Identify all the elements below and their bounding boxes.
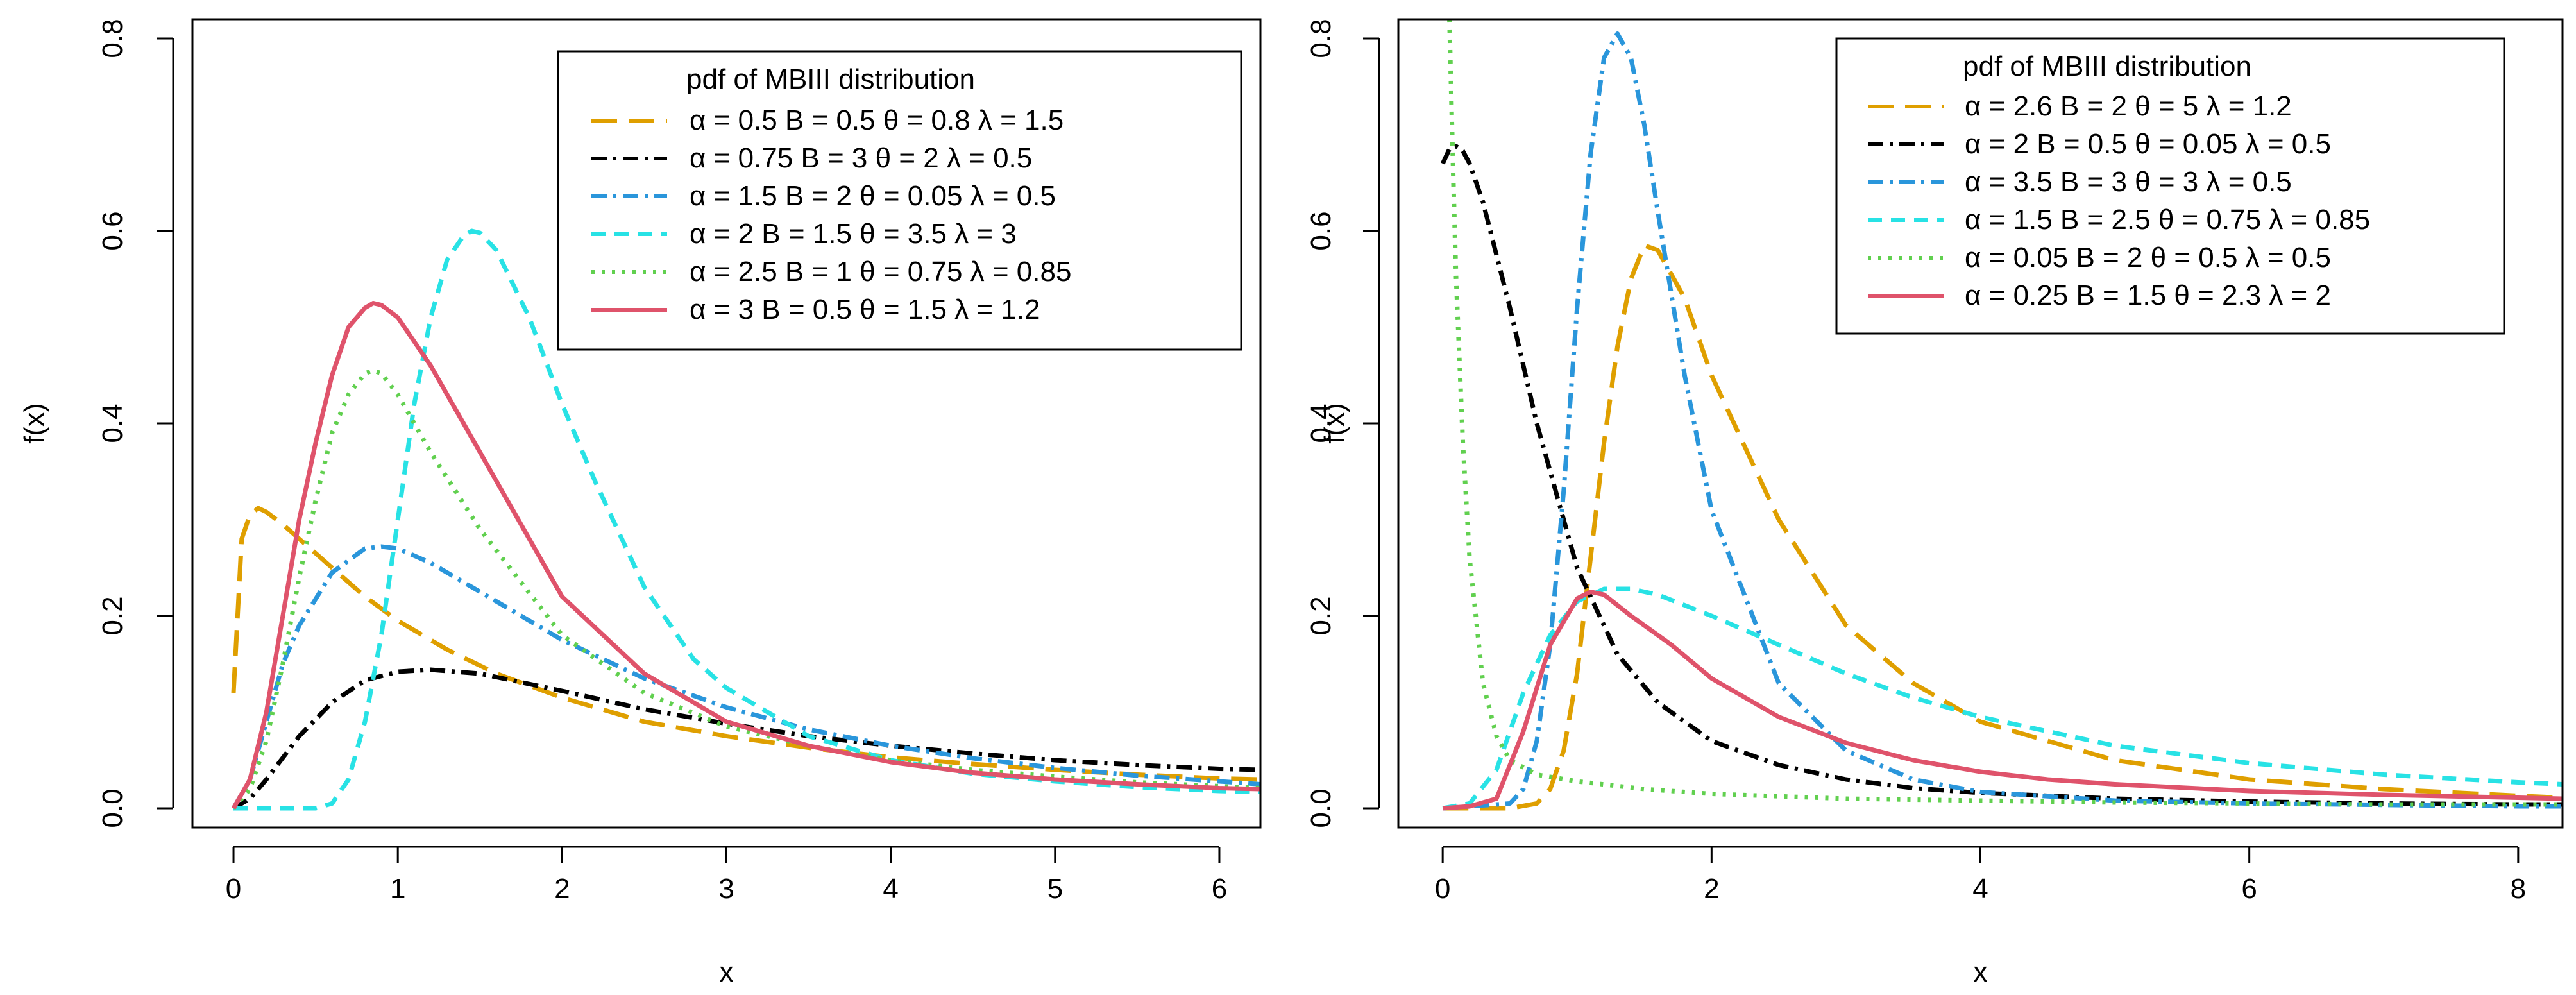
legend-entry-5: α = 2.5 B = 1 θ = 0.75 λ = 0.85 <box>690 256 1071 287</box>
legend-title: pdf of MBIII distribution <box>1963 51 2251 82</box>
legend: pdf of MBIII distribution α = 2.6 B = 2 θ… <box>1835 37 2505 335</box>
x-axis-title: x <box>1974 957 1988 988</box>
y-tick-label: 0.6 <box>1305 211 1337 250</box>
y-tick-label: 0.2 <box>1305 596 1337 635</box>
series-group <box>1441 19 2563 811</box>
series-line-6 <box>231 301 1260 810</box>
series-line-2 <box>1441 144 2563 807</box>
x-tick-label: 6 <box>2241 873 2257 905</box>
legend-entry-6: α = 0.25 B = 1.5 θ = 2.3 λ = 2 <box>1965 280 2331 311</box>
series-line-4 <box>1442 586 2563 811</box>
left-chart: 0 1 2 3 4 5 6 0.0 0.2 0.4 0.6 0.8 x f(x) pdf of MBIII … <box>19 18 1262 988</box>
x-tick-label: 0 <box>226 873 241 905</box>
y-tick-label: 0.2 <box>97 596 128 635</box>
series-line-5 <box>232 368 1260 810</box>
series-line-5 <box>1447 19 2563 807</box>
series-line-1 <box>1443 243 2563 811</box>
y-tick-label: 0.8 <box>1305 19 1337 58</box>
legend-entry-4: α = 2 B = 1.5 θ = 3.5 λ = 3 <box>690 218 1017 250</box>
series-line-6 <box>1442 590 2563 811</box>
y-tick-label: 0.6 <box>97 211 128 250</box>
x-tick-label: 4 <box>1972 873 1988 905</box>
x-tick-label: 6 <box>1212 873 1227 905</box>
plot-frame <box>191 18 1262 829</box>
legend-title: pdf of MBIII distribution <box>686 64 975 95</box>
x-tick-label: 1 <box>390 873 405 905</box>
x-tick-label: 5 <box>1047 873 1063 905</box>
y-tick-label: 0.4 <box>97 404 128 443</box>
x-tick-label: 2 <box>554 873 570 905</box>
y-axis-title: f(x) <box>1319 403 1350 444</box>
series-group <box>231 228 1260 811</box>
y-axis-title: f(x) <box>19 403 50 444</box>
legend-entry-6: α = 3 B = 0.5 θ = 1.5 λ = 1.2 <box>690 294 1040 325</box>
y-tick-label: 0.4 <box>1305 404 1337 443</box>
x-axis-title: x <box>720 957 734 988</box>
series-line-3 <box>231 544 1260 810</box>
series-line-3 <box>1442 31 2563 811</box>
y-tick-label: 0.0 <box>1305 788 1337 828</box>
plot-frame <box>1397 18 2564 829</box>
x-tick-label: 2 <box>1704 873 1719 905</box>
y-tick-label: 0.0 <box>97 788 128 828</box>
legend-entry-2: α = 0.75 B = 3 θ = 2 λ = 0.5 <box>690 142 1032 174</box>
legend-box <box>1835 37 2505 335</box>
legend-entry-1: α = 2.6 B = 2 θ = 5 λ = 1.2 <box>1965 90 2292 122</box>
legend-entry-1: α = 0.5 B = 0.5 θ = 0.8 λ = 1.5 <box>690 105 1063 136</box>
legend-entry-5: α = 0.05 B = 2 θ = 0.5 λ = 0.5 <box>1965 242 2331 273</box>
legend-entry-3: α = 3.5 B = 3 θ = 3 λ = 0.5 <box>1965 166 2292 198</box>
legend-box <box>557 50 1242 351</box>
legend: pdf of MBIII distribution α = 0.5 B = 0.5… <box>557 50 1242 351</box>
x-tick-label: 4 <box>883 873 898 905</box>
series-line-4 <box>233 228 1260 811</box>
y-tick-label: 0.8 <box>97 19 128 58</box>
legend-entry-3: α = 1.5 B = 2 θ = 0.05 λ = 0.5 <box>690 180 1056 212</box>
x-tick-label: 3 <box>718 873 734 905</box>
series-line-2 <box>232 667 1260 811</box>
legend-entry-4: α = 1.5 B = 2.5 θ = 0.75 λ = 0.85 <box>1965 204 2370 235</box>
right-chart: 0 2 4 6 8 0.0 0.2 0.4 0.6 0.8 x f(x) pdf of MBIII di… <box>1305 18 2564 988</box>
series-line-1 <box>231 506 1260 782</box>
legend-entry-2: α = 2 B = 0.5 θ = 0.05 λ = 0.5 <box>1965 128 2331 160</box>
x-tick-label: 0 <box>1435 873 1450 905</box>
x-tick-label: 8 <box>2511 873 2526 905</box>
